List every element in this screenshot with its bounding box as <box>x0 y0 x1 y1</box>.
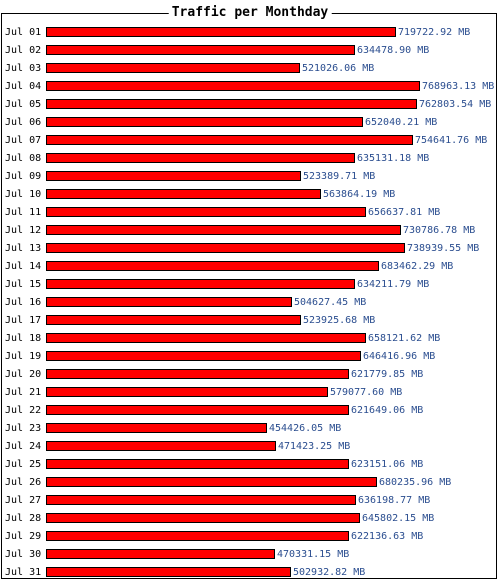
category-label: Jul 14 <box>5 261 41 272</box>
category-label: Jul 25 <box>5 459 41 470</box>
bar <box>46 531 349 541</box>
category-label: Jul 12 <box>5 225 41 236</box>
category-label: Jul 31 <box>5 567 41 578</box>
bar <box>46 549 275 559</box>
value-label: 646416.96 MB <box>363 351 435 362</box>
category-label: Jul 20 <box>5 369 41 380</box>
value-label: 621649.06 MB <box>351 405 423 416</box>
bar <box>46 27 396 37</box>
value-label: 680235.96 MB <box>379 477 451 488</box>
value-label: 738939.55 MB <box>407 243 479 254</box>
bar <box>46 333 366 343</box>
value-label: 768963.13 MB <box>422 81 494 92</box>
bar <box>46 153 355 163</box>
category-label: Jul 22 <box>5 405 41 416</box>
value-label: 658121.62 MB <box>368 333 440 344</box>
bar <box>46 117 363 127</box>
category-label: Jul 26 <box>5 477 41 488</box>
bar <box>46 99 417 109</box>
value-label: 470331.15 MB <box>277 549 349 560</box>
category-label: Jul 24 <box>5 441 41 452</box>
bar <box>46 459 349 469</box>
bar <box>46 369 349 379</box>
value-label: 523389.71 MB <box>303 171 375 182</box>
category-label: Jul 23 <box>5 423 41 434</box>
category-label: Jul 15 <box>5 279 41 290</box>
bar <box>46 297 292 307</box>
value-label: 622136.63 MB <box>351 531 423 542</box>
bar <box>46 243 405 253</box>
bar <box>46 477 377 487</box>
value-label: 623151.06 MB <box>351 459 423 470</box>
value-label: 504627.45 MB <box>294 297 366 308</box>
bar <box>46 513 360 523</box>
value-label: 563864.19 MB <box>323 189 395 200</box>
category-label: Jul 02 <box>5 45 41 56</box>
bar <box>46 495 356 505</box>
value-label: 719722.92 MB <box>398 27 470 38</box>
bar <box>46 387 328 397</box>
bar <box>46 81 420 91</box>
value-label: 521026.06 MB <box>302 63 374 74</box>
category-label: Jul 13 <box>5 243 41 254</box>
bar <box>46 279 355 289</box>
category-label: Jul 21 <box>5 387 41 398</box>
value-label: 683462.29 MB <box>381 261 453 272</box>
value-label: 523925.68 MB <box>303 315 375 326</box>
bar <box>46 405 349 415</box>
bar <box>46 135 413 145</box>
bar <box>46 45 355 55</box>
value-label: 579077.60 MB <box>330 387 402 398</box>
category-label: Jul 19 <box>5 351 41 362</box>
category-label: Jul 18 <box>5 333 41 344</box>
value-label: 754641.76 MB <box>415 135 487 146</box>
value-label: 621779.85 MB <box>351 369 423 380</box>
value-label: 730786.78 MB <box>403 225 475 236</box>
category-label: Jul 28 <box>5 513 41 524</box>
bar <box>46 63 300 73</box>
category-label: Jul 01 <box>5 27 41 38</box>
value-label: 645802.15 MB <box>362 513 434 524</box>
category-label: Jul 17 <box>5 315 41 326</box>
value-label: 454426.05 MB <box>269 423 341 434</box>
value-label: 656637.81 MB <box>368 207 440 218</box>
category-label: Jul 29 <box>5 531 41 542</box>
value-label: 634478.90 MB <box>357 45 429 56</box>
category-label: Jul 07 <box>5 135 41 146</box>
bar <box>46 567 291 577</box>
bar <box>46 351 361 361</box>
value-label: 502932.82 MB <box>293 567 365 578</box>
category-label: Jul 27 <box>5 495 41 506</box>
category-label: Jul 10 <box>5 189 41 200</box>
bar <box>46 189 321 199</box>
category-label: Jul 06 <box>5 117 41 128</box>
bar <box>46 315 301 325</box>
value-label: 652040.21 MB <box>365 117 437 128</box>
chart-title: Traffic per Monthday <box>168 5 332 21</box>
bar <box>46 207 366 217</box>
bar <box>46 423 267 433</box>
bar <box>46 261 379 271</box>
bar <box>46 441 276 451</box>
value-label: 636198.77 MB <box>358 495 430 506</box>
bar <box>46 225 401 235</box>
category-label: Jul 08 <box>5 153 41 164</box>
category-label: Jul 16 <box>5 297 41 308</box>
value-label: 762803.54 MB <box>419 99 491 110</box>
value-label: 635131.18 MB <box>357 153 429 164</box>
category-label: Jul 30 <box>5 549 41 560</box>
category-label: Jul 04 <box>5 81 41 92</box>
value-label: 634211.79 MB <box>357 279 429 290</box>
category-label: Jul 03 <box>5 63 41 74</box>
category-label: Jul 11 <box>5 207 41 218</box>
category-label: Jul 05 <box>5 99 41 110</box>
category-label: Jul 09 <box>5 171 41 182</box>
value-label: 471423.25 MB <box>278 441 350 452</box>
bar <box>46 171 301 181</box>
